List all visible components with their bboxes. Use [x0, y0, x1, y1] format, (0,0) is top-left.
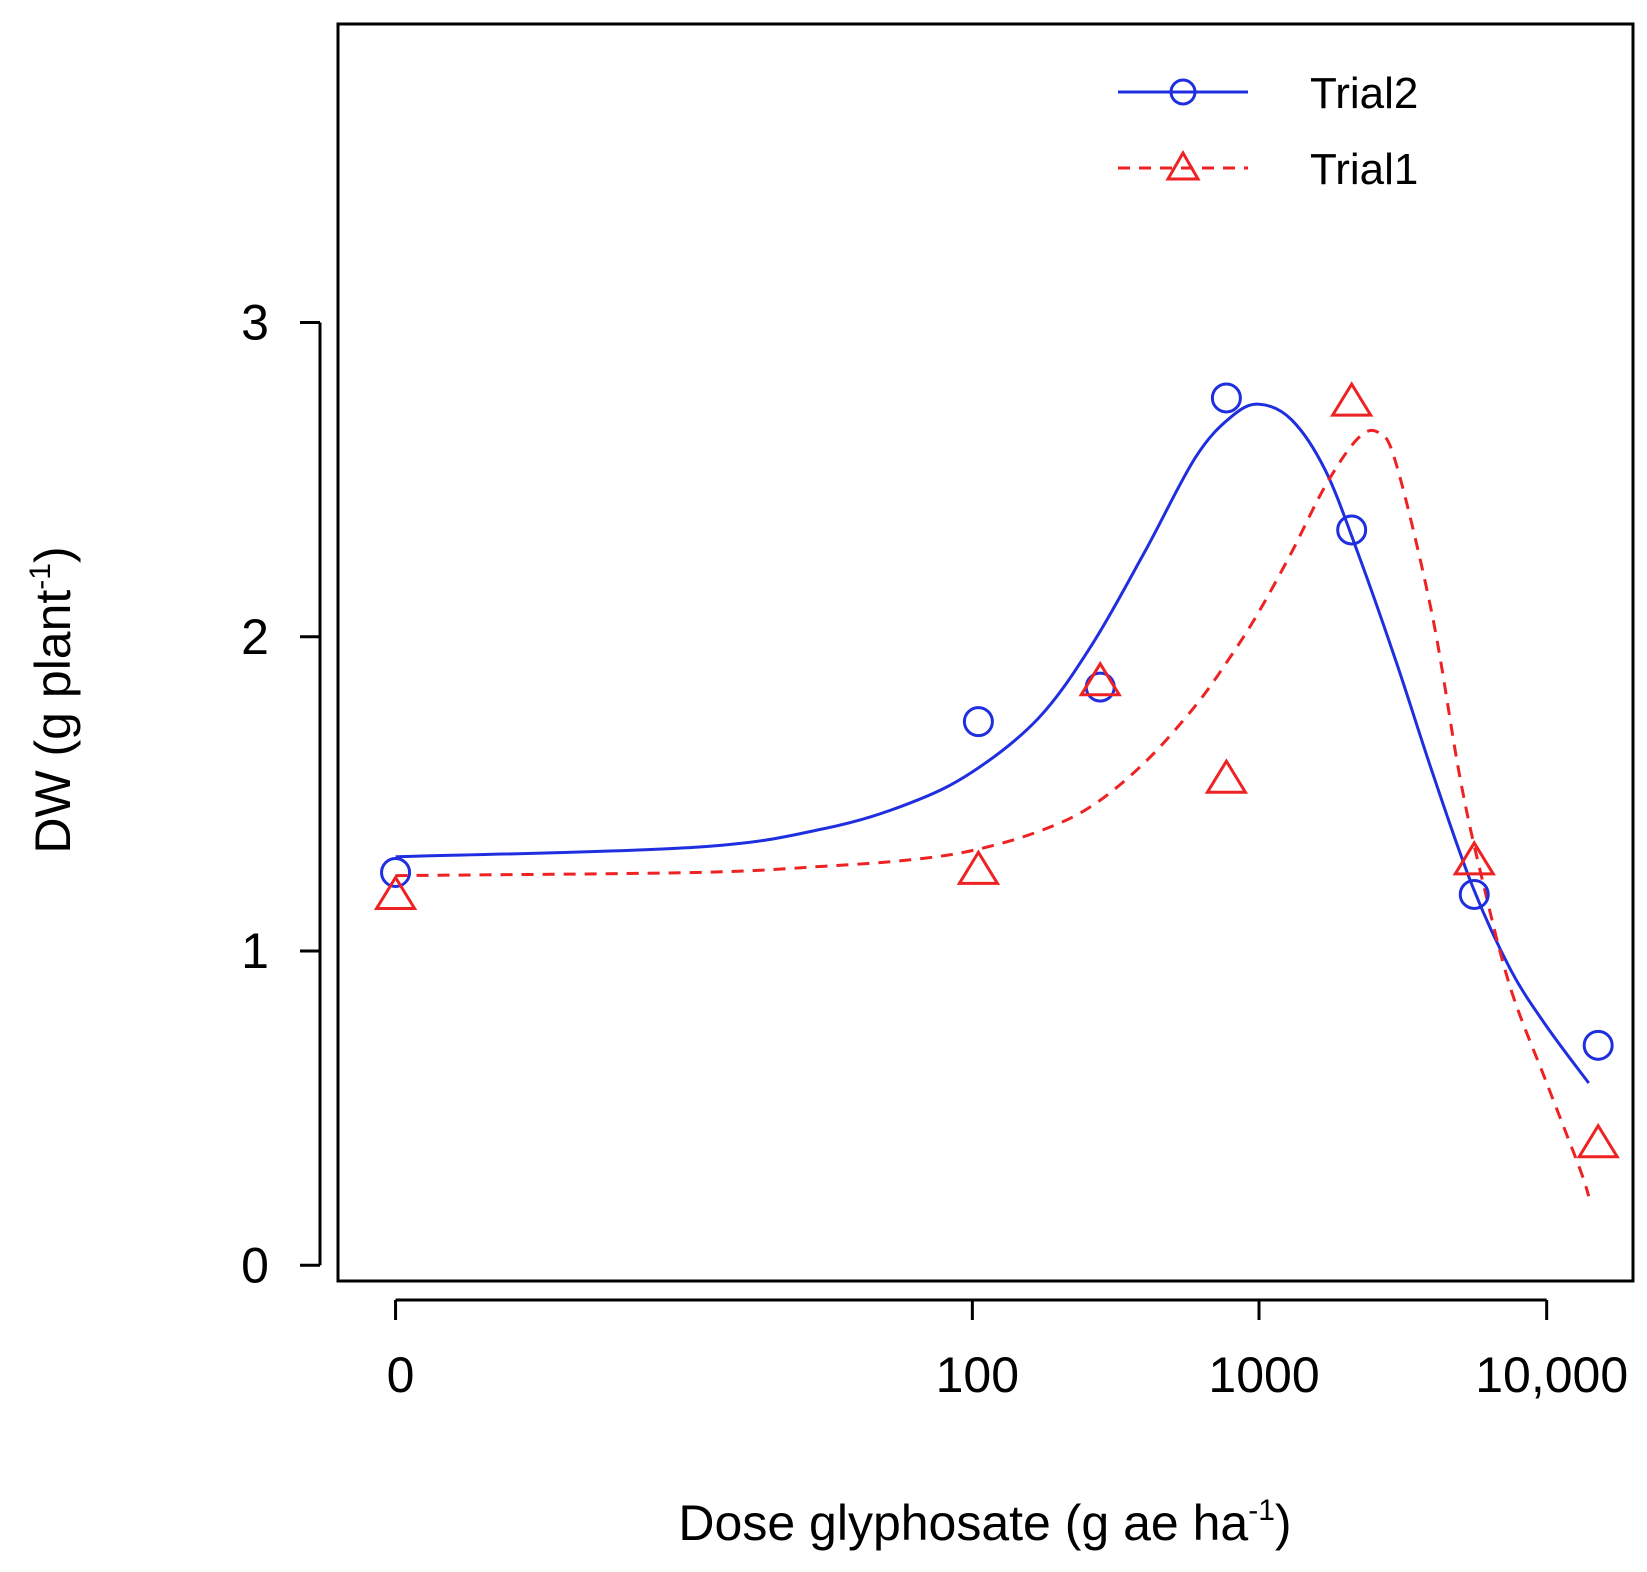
y-tick-label-2: 2: [241, 609, 269, 665]
point-trial2-3: [1210, 382, 1242, 414]
x-tick-label-2: 1000: [1208, 1347, 1319, 1403]
x-axis-title-tail: ): [1275, 1495, 1292, 1551]
point-trial1-1: [956, 849, 1001, 885]
legend-marker-trial1: [1165, 149, 1201, 181]
data-points: [373, 381, 1620, 1159]
y-axis: 0 1 2 3: [241, 295, 322, 1293]
legend: Trial2 Trial1: [1118, 69, 1418, 194]
y-axis-title-tail: ): [25, 546, 81, 563]
y-tick-label-0: 0: [241, 1237, 269, 1293]
point-trial2-0: [380, 856, 412, 888]
point-trial2-6: [1582, 1029, 1614, 1061]
point-trial2-4: [1336, 514, 1368, 546]
x-tick-label-3: 10,000: [1475, 1347, 1628, 1403]
point-trial2-1: [962, 706, 994, 738]
y-axis-title-sup: -1: [24, 563, 57, 590]
point-trial1-4: [1330, 381, 1374, 417]
legend-marker-trial2: [1169, 78, 1197, 106]
point-trial1-6: [1576, 1122, 1620, 1159]
curve-trial2: [395, 402, 1590, 1084]
y-axis-title: DW (g plant-1): [24, 546, 81, 853]
legend-label-trial2: Trial2: [1310, 69, 1418, 118]
point-trial1-5: [1452, 840, 1496, 876]
x-tick-label-1: 100: [936, 1347, 1019, 1403]
point-trial1-3: [1204, 758, 1249, 794]
point-trial1-0: [373, 874, 418, 910]
x-axis-title-sup: -1: [1248, 1494, 1275, 1527]
x-axis-title: Dose glyphosate (g ae ha-1): [678, 1494, 1291, 1551]
curve-trial1: [395, 428, 1591, 1197]
point-trial2-5: [1458, 878, 1490, 910]
x-axis: 0 100 1000 10,000: [387, 1298, 1628, 1403]
legend-label-trial1: Trial1: [1310, 145, 1418, 194]
plot-frame: [336, 22, 1635, 1283]
y-axis-title-main: DW (g plant: [25, 590, 81, 854]
y-tick-label-3: 3: [241, 295, 269, 351]
x-axis-title-main: Dose glyphosate (g ae ha: [678, 1495, 1248, 1551]
fitted-curves: [395, 402, 1591, 1197]
point-trial1-2: [1078, 660, 1122, 697]
x-tick-label-0: 0: [387, 1347, 415, 1403]
y-tick-label-1: 1: [241, 923, 269, 979]
